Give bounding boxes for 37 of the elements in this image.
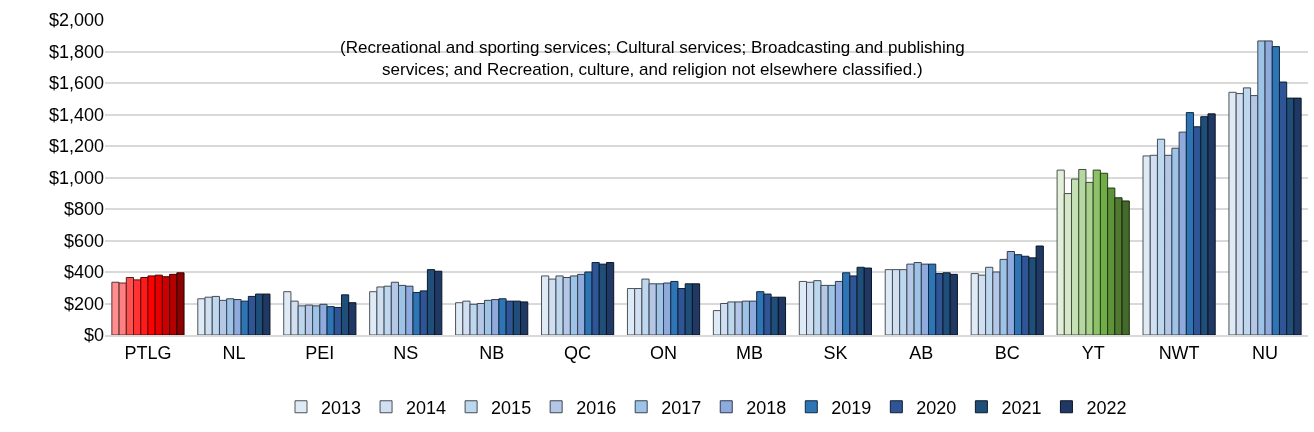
x-tick-label: NS — [393, 342, 419, 363]
x-tick-label: QC — [564, 342, 592, 363]
y-tick-label: $0 — [83, 325, 104, 346]
y-tick-label: $600 — [63, 230, 104, 251]
bar — [176, 272, 185, 335]
x-tick-label: NB — [479, 342, 505, 363]
legend-label: 2016 — [576, 397, 617, 418]
legend-label: 2014 — [406, 397, 447, 418]
legend-label: 2017 — [661, 397, 702, 418]
y-tick-label: $800 — [63, 199, 104, 220]
legend-label: 2020 — [916, 397, 957, 418]
y-tick-label: $1,800 — [48, 41, 104, 62]
legend-label: 2018 — [746, 397, 787, 418]
x-tick-label: NWT — [1158, 342, 1200, 363]
x-tick-label: NU — [1252, 342, 1279, 363]
y-tick-label: $1,400 — [48, 104, 104, 125]
y-tick-label: $200 — [63, 293, 104, 314]
x-tick-label: PTLG — [124, 342, 172, 363]
x-tick-label: PEI — [305, 342, 335, 363]
y-tick-label: $1,200 — [48, 136, 104, 157]
y-tick-label: $1,600 — [48, 73, 104, 94]
legend-label: 2013 — [321, 397, 362, 418]
legend-label: 2021 — [1001, 397, 1042, 418]
legend-label: 2015 — [491, 397, 532, 418]
y-tick-label: $1,000 — [48, 167, 104, 188]
x-tick-label: NL — [222, 342, 246, 363]
legend-label: 2022 — [1086, 397, 1127, 418]
x-tick-label: MB — [735, 342, 763, 363]
x-tick-label: AB — [909, 342, 934, 363]
annotation: (Recreational and sporting services; Cultural services; Broadcasting and publishing services; and Recreation, culture, and religion not elsewhere classified.) — [340, 38, 965, 80]
y-tick-label: $2,000 — [48, 10, 104, 31]
x-tick-label: YT — [1081, 342, 1105, 363]
x-tick-label: BC — [994, 342, 1020, 363]
legend-label: 2019 — [831, 397, 872, 418]
x-tick-label: ON — [650, 342, 678, 363]
x-tick-label: SK — [823, 342, 848, 363]
y-tick-label: $400 — [63, 262, 104, 283]
